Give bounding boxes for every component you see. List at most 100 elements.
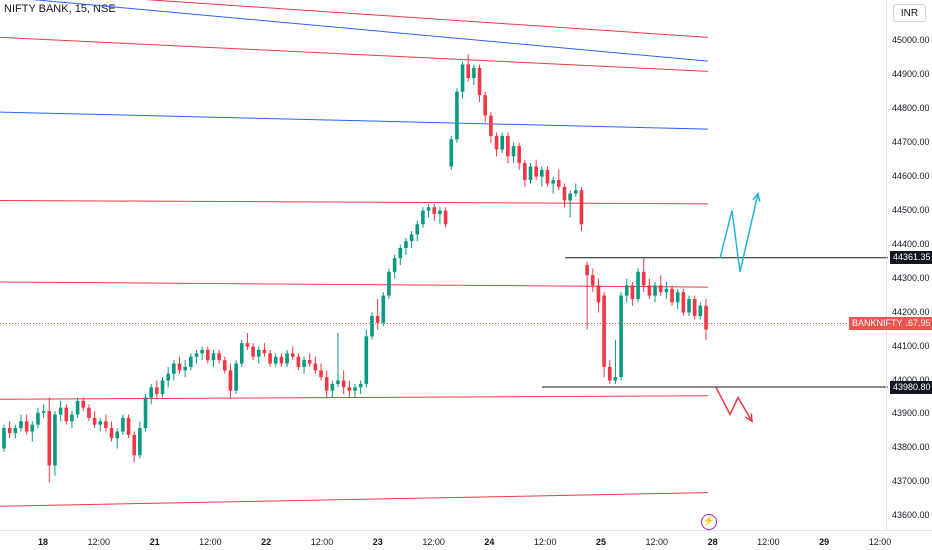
projection-arrows	[715, 191, 761, 423]
projection-up-arrow-head	[752, 191, 761, 202]
price-tick-label: 45000.00	[892, 34, 930, 45]
candle-body	[562, 186, 567, 201]
price-tick-label: 44700.00	[892, 136, 930, 147]
price-tick-label: 43900.00	[892, 408, 930, 419]
candle-body	[624, 285, 629, 296]
candle-body	[426, 207, 431, 211]
candle-body	[698, 305, 703, 316]
band-line-2	[0, 36, 709, 72]
level-price-tag: 43980.80	[890, 380, 932, 394]
candle-body	[415, 224, 420, 235]
candle-body	[336, 380, 340, 384]
candle-body	[670, 288, 674, 303]
candles	[2, 54, 708, 483]
projection-down-arrow-head	[744, 413, 753, 423]
candle-body	[353, 387, 357, 391]
candle-body	[517, 146, 521, 164]
candle-body	[206, 349, 210, 361]
band-line-1	[31, 0, 709, 62]
candle-body	[200, 349, 204, 354]
candle-body	[285, 353, 289, 364]
time-tick-label: 22	[261, 537, 272, 547]
time-tick-label: 18	[37, 537, 49, 547]
candle-body	[313, 363, 318, 371]
candle-body	[528, 166, 533, 181]
candle-body	[143, 397, 148, 429]
band-line-0	[144, 0, 709, 38]
currency-button[interactable]: INR	[893, 4, 926, 22]
candle-body	[358, 383, 363, 388]
candle-body	[149, 387, 153, 398]
candle-body	[432, 207, 437, 215]
candle-body	[341, 380, 346, 388]
candle-body	[489, 115, 493, 136]
candle-body	[268, 353, 272, 364]
price-axis-separator	[886, 0, 887, 530]
candle-body	[466, 64, 471, 79]
candle-body	[658, 285, 663, 293]
lightning-icon[interactable]: ⚡	[701, 514, 717, 530]
price-tick-label: 44500.00	[892, 204, 930, 215]
candle-body	[506, 135, 510, 157]
candle-body	[664, 288, 669, 293]
price-tick-label: 43700.00	[892, 476, 930, 487]
candle-body	[155, 387, 159, 395]
band-line-3	[0, 111, 709, 130]
candle-body	[115, 431, 120, 439]
candle-body	[534, 166, 538, 177]
candle-body	[460, 64, 465, 92]
time-tick-label: 12:00	[87, 537, 111, 547]
candle-body	[472, 67, 476, 79]
candle-body	[540, 169, 544, 177]
candle-body	[568, 193, 572, 201]
symbol-title: NIFTY BANK, 15, NSE	[4, 3, 116, 15]
candle-body	[477, 67, 482, 96]
candle-body	[194, 353, 199, 357]
candle-body	[160, 380, 165, 395]
candle-body	[172, 363, 176, 374]
candle-body	[92, 417, 97, 425]
candle-body	[392, 258, 397, 272]
candle-body	[455, 91, 459, 140]
symbol-tag: BANKNIFTY	[849, 316, 906, 330]
candle-body	[41, 411, 46, 413]
price-tick-label: 44000.00	[892, 374, 930, 385]
candle-body	[494, 135, 499, 150]
price-tick-label: 44300.00	[892, 272, 930, 283]
price-tick-label: 43600.00	[892, 510, 930, 521]
price-tick-label: 43800.00	[892, 442, 930, 453]
candle-body	[24, 421, 29, 432]
candle-body	[290, 353, 295, 357]
candle-body	[613, 377, 618, 381]
candle-body	[687, 298, 691, 313]
candle-body	[551, 180, 555, 184]
price-tick-label: 44100.00	[892, 340, 930, 351]
candle-body	[30, 424, 35, 432]
band-line-6	[0, 395, 709, 400]
time-tick-label: 12:00	[310, 537, 334, 547]
time-tick-label: 12:00	[422, 537, 445, 547]
time-tick-label: 12:00	[645, 537, 669, 547]
candle-body	[404, 241, 408, 249]
candle-body	[421, 210, 425, 225]
time-tick-label: 24	[484, 537, 495, 547]
candle-body	[681, 292, 686, 313]
candle-body	[279, 356, 284, 364]
price-tick-label: 44800.00	[892, 102, 930, 113]
candle-body	[19, 421, 23, 429]
candle-body	[7, 428, 12, 434]
time-tick-label: 12:00	[533, 537, 557, 547]
candle-body	[251, 346, 255, 357]
candle-body	[590, 275, 595, 286]
candle-body	[630, 285, 635, 299]
candle-body	[585, 265, 589, 276]
candle-body	[87, 407, 91, 418]
candle-body	[183, 366, 187, 371]
candle-body	[653, 285, 657, 296]
candle-body	[692, 298, 697, 316]
candle-body	[704, 305, 708, 330]
candle-body	[217, 353, 221, 361]
candle-body	[607, 366, 612, 381]
candle-body	[523, 163, 527, 181]
